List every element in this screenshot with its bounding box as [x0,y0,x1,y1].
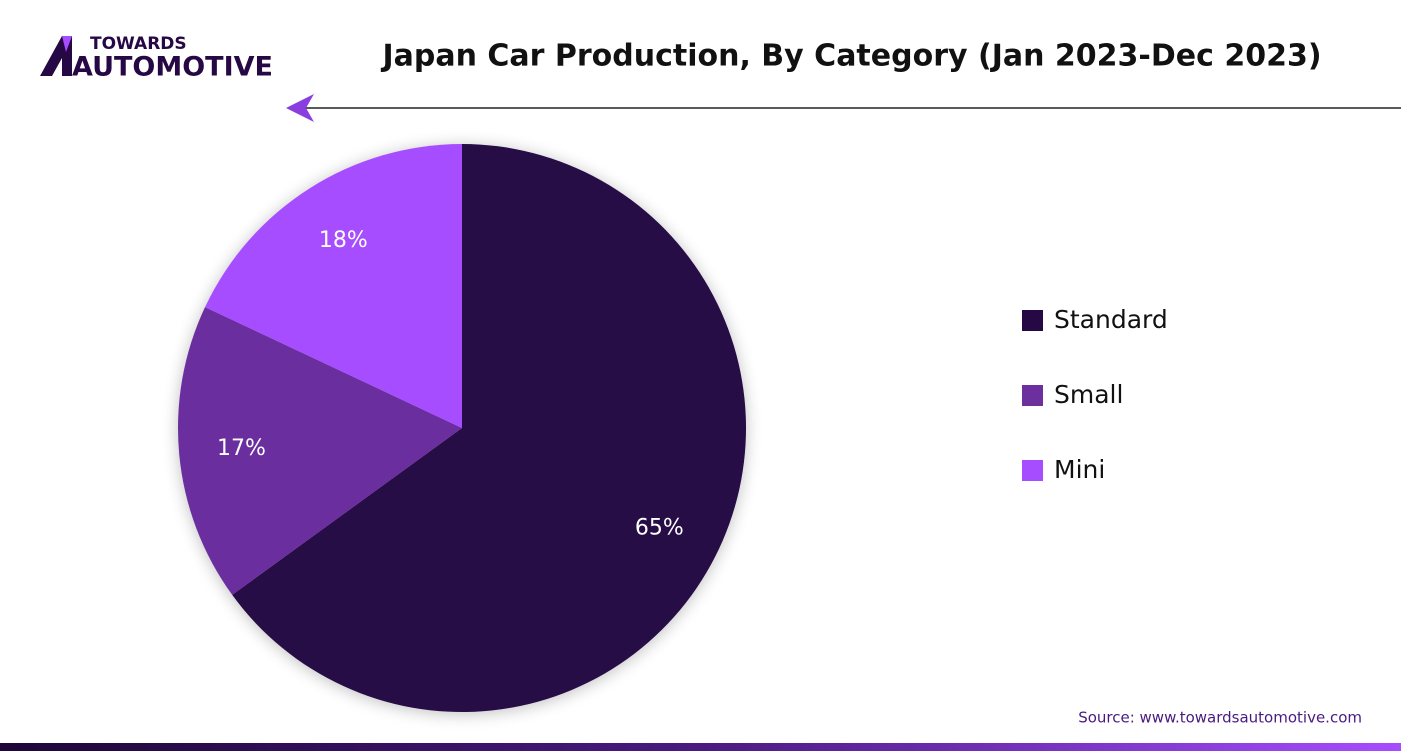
logo-icon [40,36,72,76]
title-arrow [286,94,1401,122]
pie-slice [232,144,747,712]
value-label: 18% [319,228,368,253]
chart-title: Japan Car Production, By Category (Jan 2… [380,39,1321,74]
value-label: 65% [635,516,684,541]
logo-line1: TOWARDS [90,34,187,54]
pie-slice [205,144,462,428]
legend: Standard Small Mini [1022,305,1168,484]
pie [178,144,747,712]
legend-label: Standard [1054,305,1168,334]
legend-swatch [1022,385,1043,406]
pie-slice [178,307,462,595]
legend-label: Small [1054,380,1123,409]
logo-icon-accent [62,36,72,52]
logo-line2: AUTOMOTIVE [72,52,273,83]
pie-labels: 65% 17% 18% [217,228,684,541]
legend-swatch [1022,310,1043,331]
legend-swatch [1022,460,1043,481]
legend-label: Mini [1054,455,1105,484]
logo: TOWARDS AUTOMOTIVE [40,34,273,83]
source: Source: www.towardsautomotive.com [1078,709,1362,727]
bottom-bar [0,743,1401,751]
value-label: 17% [217,436,266,461]
arrow-head [286,94,314,122]
